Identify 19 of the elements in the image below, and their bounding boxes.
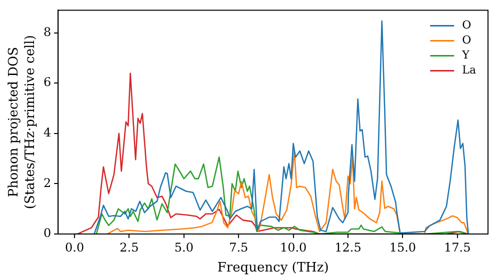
x-tick-label: 10.0 [280, 240, 307, 254]
x-tick-label: 12.5 [334, 240, 362, 254]
x-tick-label: 7.5 [229, 240, 248, 254]
legend-label: La [462, 64, 476, 77]
y-tick-label: 4 [43, 126, 52, 140]
y-tick-label: 0 [43, 226, 52, 240]
x-tick-label: 5.0 [174, 240, 194, 254]
x-axis-title: Frequency (THz) [217, 260, 329, 276]
x-tick-label: 2.5 [120, 240, 139, 254]
x-tick-label: 17.5 [444, 240, 471, 254]
legend-label: Y [461, 48, 470, 62]
x-tick-label: 0.0 [64, 240, 84, 254]
legend-label: O [462, 34, 472, 47]
y-axis-title: Phonon projected DOS (States/THz·primitive cell) [6, 35, 38, 210]
y-tick-label: 2 [43, 176, 52, 190]
x-tick-label: 15.0 [389, 240, 416, 254]
y-tick-label: 6 [43, 75, 52, 90]
y-tick-label: 8 [43, 24, 52, 39]
legend-label: O [462, 18, 472, 32]
